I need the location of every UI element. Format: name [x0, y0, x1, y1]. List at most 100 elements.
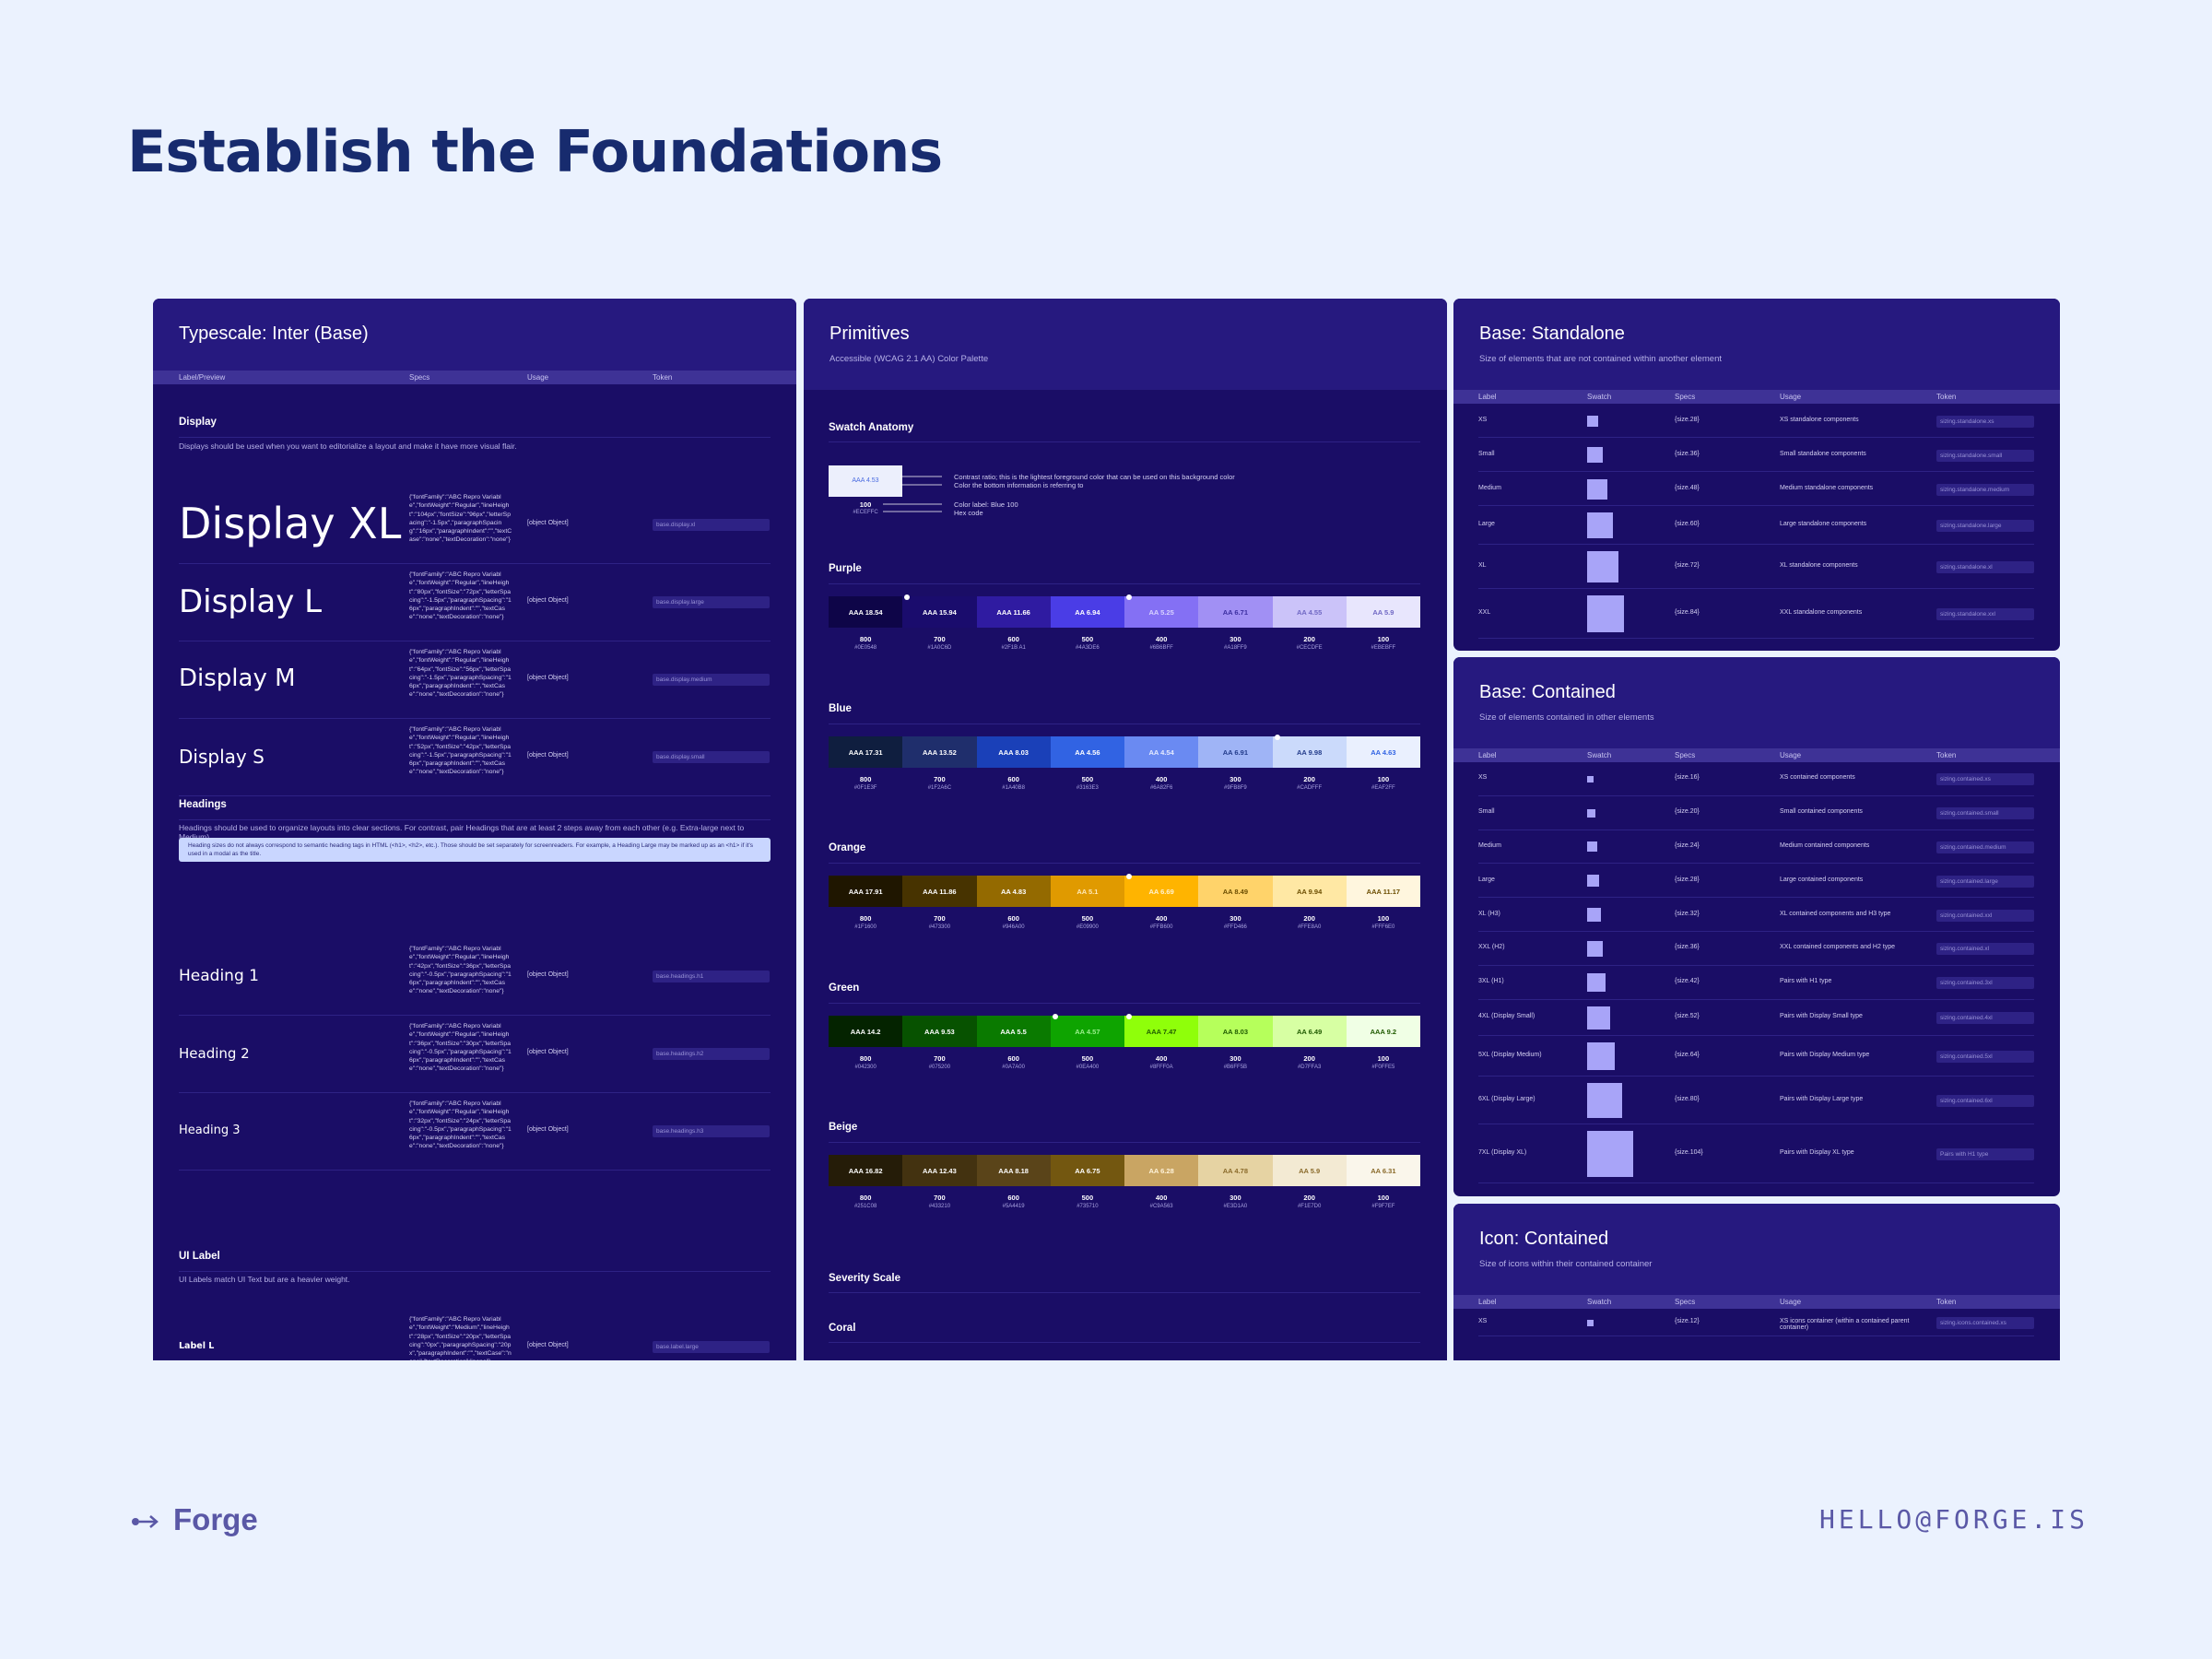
size-label: Small	[1478, 808, 1495, 816]
color-swatch[interactable]: AA 8.03	[1198, 1016, 1273, 1047]
swatch-label: 500	[1081, 1054, 1094, 1063]
color-swatch[interactable]: AAA 11.86	[902, 876, 977, 907]
icon-contained-column-headers: Label Swatch Specs Usage Token	[1453, 1295, 2060, 1309]
type-preview-display: Display M	[179, 665, 296, 693]
color-swatch[interactable]: AA 4.78	[1198, 1155, 1273, 1186]
swatch-hex: #E09900	[1076, 924, 1099, 930]
color-swatch[interactable]: AAA 18.54	[829, 596, 903, 628]
type-preview-headings: Heading 1	[179, 966, 259, 985]
color-swatch[interactable]: AA 5.9	[1272, 1155, 1347, 1186]
color-swatch[interactable]: AA 8.49	[1198, 876, 1273, 907]
color-swatch[interactable]: AA 6.49	[1272, 1016, 1347, 1047]
forge-logo[interactable]: Forge	[131, 1502, 258, 1537]
icon-contained-header: Icon: Contained Size of icons within the…	[1453, 1204, 2060, 1295]
type-specs: {"fontFamily":"ABC Repro Variable","font…	[409, 946, 512, 995]
palette-row-orange: AAA 17.91 800 #1F1600 AAA 11.86 700 #473300 AA…	[829, 874, 1420, 936]
color-swatch[interactable]: AAA 16.82	[829, 1155, 903, 1186]
color-swatch[interactable]: AA 6.75	[1050, 1155, 1124, 1186]
swatch-hex: #0A7A00	[1002, 1065, 1025, 1070]
row-divider	[1478, 505, 2034, 506]
color-swatch[interactable]: AAA 12.43	[902, 1155, 977, 1186]
color-swatch[interactable]: AAA 15.94	[902, 596, 977, 628]
color-swatch[interactable]: AA 6.91	[1198, 736, 1273, 768]
anatomy-label: 100	[859, 500, 872, 509]
color-swatch[interactable]: AAA 11.17	[1346, 876, 1420, 907]
size-row: 4XL (Display Small) {size.52} Pairs with D…	[1453, 1000, 2060, 1036]
color-swatch[interactable]: AAA 13.52	[902, 736, 977, 768]
color-swatch[interactable]: AAA 5.5	[976, 1016, 1051, 1047]
color-swatch[interactable]: AAA 9.2	[1346, 1016, 1420, 1047]
display-heading: Display	[179, 417, 217, 428]
swatch-anatomy-heading: Swatch Anatomy	[829, 422, 914, 433]
typescale-panel: Typescale: Inter (Base) Label/Preview Sp…	[153, 299, 796, 1360]
type-preview-headings: Heading 2	[179, 1045, 250, 1062]
type-specs: {"fontFamily":"ABC Repro Variable","font…	[409, 1316, 512, 1360]
row-divider	[1478, 863, 2034, 865]
color-swatch[interactable]: AA 6.71	[1198, 596, 1273, 628]
color-swatch[interactable]: AA 4.55	[1272, 596, 1347, 628]
color-swatch[interactable]: AA 5.1	[1050, 876, 1124, 907]
standalone-subtitle: Size of elements that are not contained …	[1479, 354, 1722, 364]
divider	[829, 583, 1420, 584]
swatch-label: 400	[1155, 1054, 1168, 1063]
size-token: sizing.contained.medium	[1936, 841, 2034, 853]
size-row: Large {size.60} Large standalone component…	[1453, 506, 2060, 545]
size-usage: Small standalone components	[1780, 450, 1866, 457]
color-swatch[interactable]: AAA 8.18	[976, 1155, 1051, 1186]
color-swatch[interactable]: AA 4.56	[1050, 736, 1124, 768]
color-swatch[interactable]: AA 6.94	[1050, 596, 1124, 628]
size-label: 5XL (Display Medium)	[1478, 1051, 1542, 1058]
type-preview-ui_label: Label L	[179, 1341, 215, 1352]
swatch-label: 300	[1230, 775, 1241, 783]
color-swatch[interactable]: AA 6.69	[1124, 876, 1199, 907]
row-divider	[179, 1015, 771, 1016]
color-swatch[interactable]: AA 5.9	[1346, 596, 1420, 628]
standalone-title: Base: Standalone	[1479, 324, 1625, 344]
type-usage: [object Object]	[527, 971, 569, 978]
size-token: sizing.contained.5xl	[1936, 1050, 2034, 1063]
color-swatch[interactable]: AA 4.54	[1124, 736, 1199, 768]
divider	[829, 863, 1420, 864]
contact-email-link[interactable]: HELLO@FORGE.IS	[1818, 1504, 2088, 1535]
swatch-hex: #0F1E3F	[853, 785, 877, 791]
type-token: base.label.large	[653, 1341, 770, 1353]
size-swatch	[1587, 1130, 1633, 1177]
color-swatch[interactable]: AA 4.83	[976, 876, 1051, 907]
swatch-hex: #FFF6E0	[1371, 924, 1395, 930]
size-label: Large	[1478, 876, 1495, 883]
color-swatch[interactable]: AA 6.31	[1346, 1155, 1420, 1186]
color-swatch[interactable]: AA 4.63	[1346, 736, 1420, 768]
swatch-hex: #B6FF5B	[1223, 1065, 1248, 1070]
swatch-hex: #473300	[928, 924, 951, 930]
color-swatch[interactable]: AA 4.57	[1050, 1016, 1124, 1047]
col-swatch: Swatch	[1587, 1298, 1612, 1306]
coral-heading: Coral	[829, 1323, 856, 1334]
color-swatch[interactable]: AAA 7.47	[1124, 1016, 1199, 1047]
swatch-label: 700	[934, 1054, 946, 1063]
icon-contained-card: Icon: Contained Size of icons within the…	[1453, 1204, 2060, 1360]
size-usage: XS contained components	[1780, 774, 1855, 782]
color-swatch[interactable]: AAA 17.31	[829, 736, 903, 768]
size-specs: {size.16}	[1675, 774, 1700, 782]
color-swatch[interactable]: AA 9.94	[1272, 876, 1347, 907]
size-swatch	[1587, 775, 1594, 782]
color-swatch[interactable]: AA 9.98	[1272, 736, 1347, 768]
anatomy-note-contrast: Contrast ratio; this is the lightest for…	[954, 473, 1235, 481]
color-swatch[interactable]: AA 5.25	[1124, 596, 1199, 628]
size-label: XXL	[1478, 609, 1491, 616]
size-usage: XL contained components and H3 type	[1780, 910, 1891, 917]
col-specs: Specs	[409, 373, 430, 382]
palette-row-green: AAA 14.2 800 #042300 AAA 9.53 700 #075200 AAA …	[829, 1014, 1420, 1077]
color-swatch[interactable]: AA 6.28	[1124, 1155, 1199, 1186]
size-row: XXL {size.84} XXL standalone components siz…	[1453, 589, 2060, 639]
color-swatch[interactable]: AAA 11.66	[976, 596, 1051, 628]
color-swatch[interactable]: AAA 14.2	[829, 1016, 903, 1047]
color-swatch[interactable]: AAA 8.03	[976, 736, 1051, 768]
size-usage: XL standalone components	[1780, 562, 1858, 569]
size-swatch	[1587, 1319, 1594, 1326]
type-token: base.display.small	[653, 751, 770, 763]
color-swatch[interactable]: AAA 9.53	[902, 1016, 977, 1047]
color-swatch[interactable]: AAA 17.91	[829, 876, 903, 907]
size-specs: {size.36}	[1675, 450, 1700, 457]
size-token: Pairs with H1 type	[1936, 1147, 2034, 1160]
